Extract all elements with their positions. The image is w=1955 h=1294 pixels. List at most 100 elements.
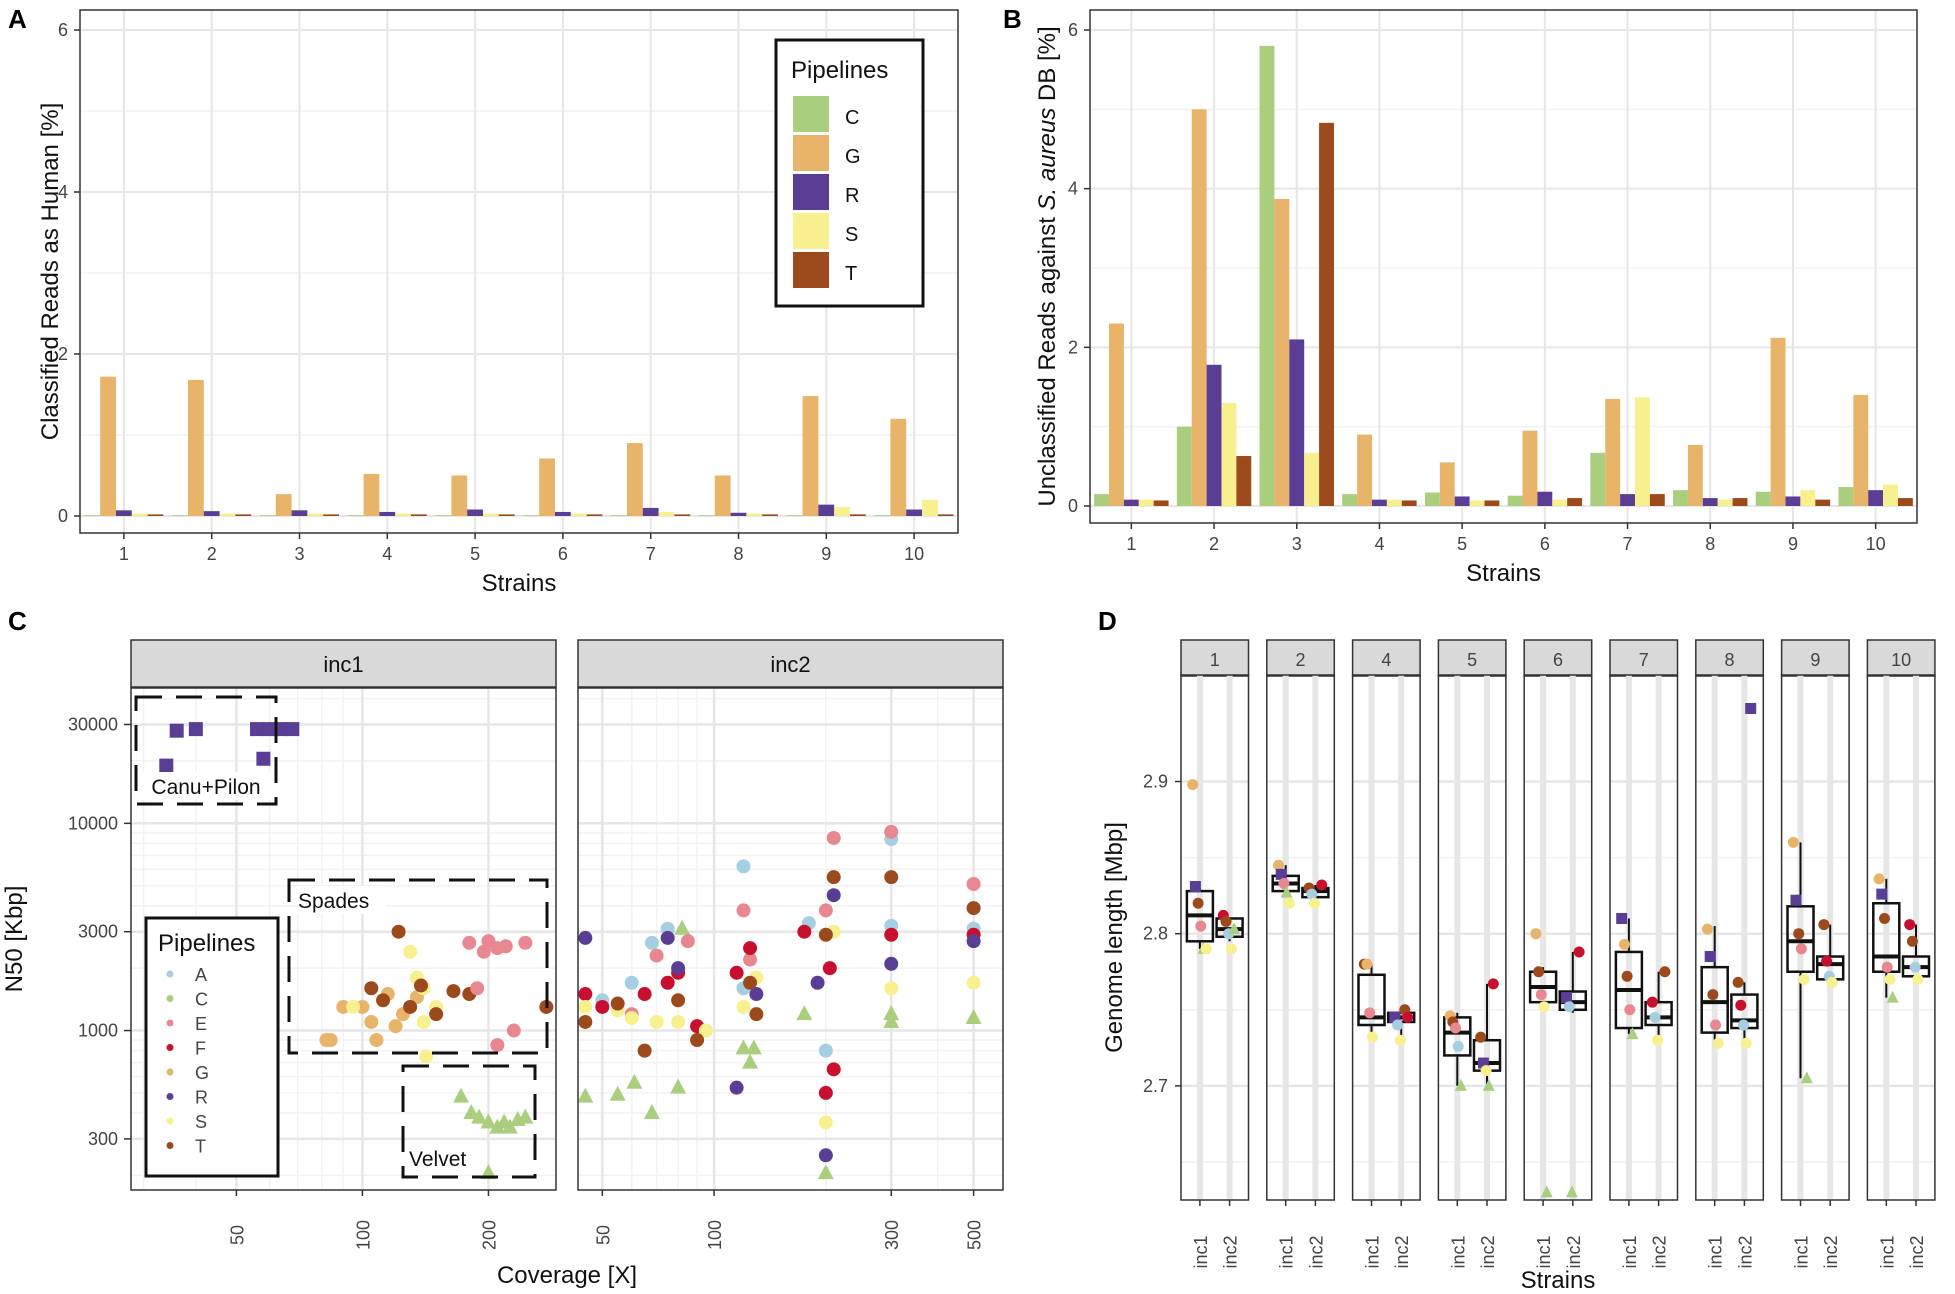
facet-label-inc1: inc1 — [323, 652, 363, 677]
facet-strip — [1866, 639, 1936, 677]
legend-label-S: S — [845, 224, 858, 246]
point-A-inc2 — [1563, 1001, 1575, 1013]
bar-G-strain-2 — [187, 379, 204, 516]
x-tick-label: 7 — [646, 544, 656, 564]
panel-border — [1609, 674, 1679, 1201]
x-tick-label: 9 — [821, 544, 831, 564]
point-F-inc2 — [1821, 955, 1833, 967]
point-S-inc2 — [818, 1115, 833, 1130]
legend-label-C: C — [195, 990, 208, 1010]
point-C-inc2 — [965, 1008, 982, 1024]
point-C-inc2 — [1565, 1185, 1578, 1198]
point-F-inc2 — [884, 927, 899, 942]
x-tick-label: inc1 — [1448, 1235, 1468, 1268]
point-E-inc1 — [476, 944, 491, 959]
bar-G-strain-4 — [363, 473, 380, 516]
x-tick-label: 2 — [207, 544, 217, 564]
x-tick-label: inc2 — [1821, 1235, 1841, 1268]
point-S-inc1 — [403, 944, 418, 959]
point-E-inc1 — [462, 935, 477, 950]
annotation-bg — [296, 886, 386, 914]
y-tick-label: 30000 — [68, 714, 118, 734]
bar-C-strain-8 — [698, 515, 715, 516]
point-T-inc1 — [1192, 897, 1204, 909]
point-R-inc1 — [1275, 868, 1287, 880]
point-C-inc1 — [1626, 1027, 1639, 1040]
y-tick-label: 3000 — [78, 922, 118, 942]
legend-label-T: T — [845, 263, 857, 285]
bar-C-strain-10 — [1838, 486, 1854, 506]
bar-C-strain-2 — [1176, 426, 1192, 506]
point-S-inc2 — [1652, 1034, 1664, 1046]
legend-label-F: F — [195, 1039, 206, 1059]
point-S-inc2 — [1309, 897, 1320, 909]
point-S-inc2 — [624, 1010, 639, 1025]
point-R-inc1 — [188, 722, 203, 737]
point-R-inc2 — [826, 888, 841, 903]
x-tick-label: 100 — [705, 1220, 725, 1250]
point-R-inc2 — [749, 987, 764, 1002]
point-S-inc1 — [1798, 973, 1810, 985]
bar-G-strain-1 — [1109, 323, 1124, 506]
point-S-inc1 — [419, 1049, 434, 1064]
bar-G-strain-7 — [626, 443, 643, 516]
point-G-inc1 — [1273, 859, 1284, 871]
legend-label-S: S — [195, 1112, 207, 1132]
point-C-inc1 — [517, 1108, 534, 1124]
facet-strip — [577, 639, 1004, 688]
x-tick-label: 10 — [904, 544, 924, 564]
point-E-inc2 — [884, 824, 899, 839]
bar-S-strain-8 — [1717, 499, 1733, 506]
point-F-inc2 — [1316, 879, 1328, 891]
facet-label-strain-8: 8 — [1725, 650, 1735, 670]
y-axis-label: Genome length [Mbp] — [1101, 822, 1128, 1053]
point-C-inc2 — [735, 1039, 752, 1055]
x-tick-label: inc1 — [1277, 1235, 1297, 1268]
point-F-inc2 — [1573, 946, 1585, 958]
bar-S-strain-3 — [1304, 452, 1320, 506]
point-R-inc1 — [1876, 888, 1888, 900]
point-T-inc1 — [1879, 912, 1890, 924]
bar-G-strain-6 — [1522, 430, 1538, 506]
point-R-inc1 — [159, 758, 174, 773]
point-C-inc1 — [1280, 885, 1293, 898]
point-C-inc1 — [1454, 1078, 1467, 1091]
point-C-inc2 — [670, 1078, 687, 1094]
bar-R-strain-10 — [1868, 490, 1884, 506]
bar-C-strain-9 — [1755, 491, 1771, 506]
legend-swatch-T — [793, 252, 829, 288]
bar-G-strain-8 — [714, 475, 731, 516]
bar-C-strain-8 — [1673, 490, 1688, 506]
point-T-inc2 — [743, 975, 758, 990]
legend-label-C: C — [845, 107, 859, 129]
panel-border — [1089, 9, 1918, 524]
legend-swatch-G — [793, 135, 829, 171]
y-axis-label: Classified Reads as Human [%] — [37, 103, 64, 440]
bar-T-strain-7 — [1649, 494, 1665, 506]
point-E-inc2 — [818, 903, 833, 918]
bar-G-strain-9 — [1770, 337, 1786, 506]
point-S-inc2 — [966, 975, 981, 990]
bar-R-strain-4 — [379, 511, 396, 516]
point-S-inc1 — [1366, 1031, 1378, 1043]
bar-S-strain-2 — [1221, 402, 1237, 506]
point-R-inc2 — [729, 1080, 744, 1095]
x-tick-label: 4 — [1374, 534, 1384, 554]
y-tick-label: 4 — [1068, 179, 1078, 199]
x-tick-label: inc1 — [1706, 1235, 1726, 1268]
point-T-inc1 — [403, 999, 418, 1014]
bar-T-strain-2 — [1236, 456, 1252, 506]
legend-label-T: T — [195, 1137, 206, 1157]
point-E-inc1 — [1710, 1019, 1722, 1031]
facet-strip — [1523, 639, 1593, 677]
panel-border — [577, 687, 1004, 1191]
bar-T-strain-10 — [1897, 498, 1913, 506]
bar-G-strain-6 — [539, 458, 555, 516]
point-R-inc1 — [262, 722, 277, 737]
point-R-inc1 — [250, 722, 265, 737]
point-C-inc2 — [577, 1087, 594, 1103]
point-E-inc2 — [826, 830, 841, 845]
point-S-inc2 — [671, 1014, 686, 1029]
y-axis-label: Unclassified Reads against S. aureus DB … — [1034, 26, 1061, 506]
x-tick-label: inc1 — [1620, 1235, 1640, 1268]
